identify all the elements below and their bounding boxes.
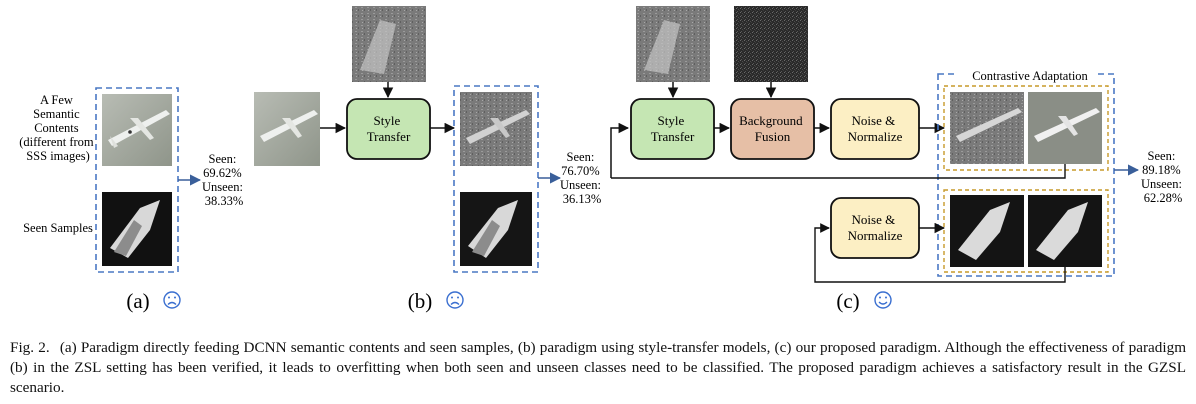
loop-top xyxy=(611,164,1066,179)
seen-samples-label: Seen Samples xyxy=(23,221,93,235)
input-airplane-image xyxy=(254,92,320,166)
metrics-a: Seen: 69.62% Unseen: 38.33% xyxy=(202,152,246,208)
panel-a-label: (a) xyxy=(126,289,149,313)
augmented-sonar-image-1 xyxy=(950,195,1024,267)
noise-normalize-box-top xyxy=(830,98,920,160)
seen-sample-image-b xyxy=(460,192,532,266)
svg-text:Noise & Normalize: Noise & Normalize xyxy=(848,113,903,144)
figure-diagram: A Few Semantic Contents (different from … xyxy=(19,6,1185,313)
seen-sample-image xyxy=(102,192,172,266)
style-reference-image xyxy=(352,6,426,82)
augmented-sonar-image-2 xyxy=(1028,195,1102,267)
metrics-b: Seen: 76.70% Unseen: 36.13% xyxy=(560,150,604,206)
augmented-airplane-image-1 xyxy=(950,92,1024,164)
panel-b: Style Transfer Seen: 76.70% Unseen: 36.1… xyxy=(254,6,604,313)
caption-label: Fig. 2. xyxy=(10,339,50,356)
background-fusion-box xyxy=(730,98,815,160)
sad-face-icon xyxy=(446,291,464,309)
background-noise-image xyxy=(734,6,808,82)
augmented-airplane-image-2 xyxy=(1028,92,1102,164)
svg-text:Style Transfer: Style Transfer xyxy=(367,113,411,144)
style-transfer-box-c xyxy=(630,98,715,160)
metrics-c: Seen: 89.18% Unseen: 62.28% xyxy=(1141,149,1185,205)
semantic-contents-label: A Few Semantic Contents (different from … xyxy=(19,93,97,163)
sad-face-icon xyxy=(163,291,181,309)
loop-bottom xyxy=(814,223,1066,283)
panel-a: A Few Semantic Contents (different from … xyxy=(19,87,246,313)
caption-text: (a) Paradigm directly feeding DCNN seman… xyxy=(10,339,1187,396)
smile-face-icon xyxy=(874,291,892,309)
panel-b-dashed-box xyxy=(453,85,539,273)
contrastive-adaptation-box xyxy=(937,73,1115,277)
arrow-into-style-c xyxy=(610,122,630,178)
svg-text:Style Transfer: Style Transfer xyxy=(651,113,695,144)
panel-c-label: (c) xyxy=(836,289,859,313)
style-transfer-box-b xyxy=(346,98,431,160)
augmented-pair-top-box xyxy=(943,85,1109,171)
panel-b-label: (b) xyxy=(408,289,433,313)
svg-text:Noise & Normalize: Noise & Normalize xyxy=(848,212,903,243)
style-reference-image-c xyxy=(636,6,710,82)
airplane-image xyxy=(102,94,172,166)
panel-c: Style Transfer Background Fusion Noise &… xyxy=(610,6,1185,313)
stylized-airplane-image xyxy=(460,92,532,166)
svg-text:Background Fusion: Background Fusion xyxy=(739,113,806,144)
figure-caption: Fig. 2. (a) Paradigm directly feeding DC… xyxy=(10,338,1186,398)
contrastive-adaptation-label: Contrastive Adaptation xyxy=(972,69,1088,83)
